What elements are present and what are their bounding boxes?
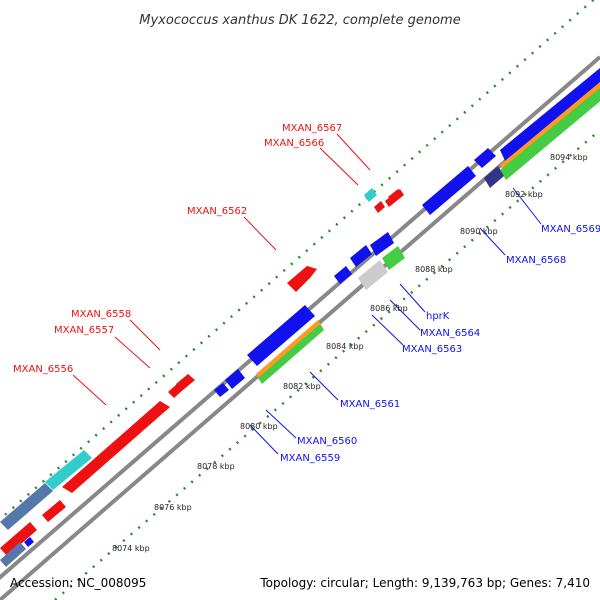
gene-mxan-6562[interactable] bbox=[287, 266, 317, 292]
gene-mxan-6564-b[interactable] bbox=[350, 245, 372, 267]
gene-mxan-6561[interactable] bbox=[247, 305, 315, 366]
gene-red-left-3[interactable] bbox=[42, 500, 66, 522]
scale-label: 8094 kbp bbox=[550, 153, 588, 162]
gene-blue-dot[interactable] bbox=[24, 537, 34, 547]
reverse-leaders bbox=[249, 187, 542, 455]
gene-label-mxan-6556[interactable]: MXAN_6556 bbox=[13, 364, 73, 375]
forward-gene-labels: MXAN_6567 MXAN_6566 MXAN_6562 MXAN_6558 … bbox=[13, 123, 342, 375]
reverse-genes bbox=[214, 68, 600, 397]
gene-label-mxan-6561[interactable]: MXAN_6561 bbox=[340, 399, 400, 410]
scale-label: 8080 kbp bbox=[240, 422, 278, 431]
gene-label-mxan-6566[interactable]: MXAN_6566 bbox=[264, 138, 324, 149]
gene-mxan-6563[interactable] bbox=[334, 266, 352, 284]
gene-label-mxan-6558[interactable]: MXAN_6558 bbox=[71, 309, 131, 320]
gene-mxan-6564[interactable] bbox=[370, 232, 394, 256]
gene-mxan-6569[interactable] bbox=[500, 68, 600, 163]
gene-mxan-6563-green[interactable] bbox=[382, 246, 405, 270]
gene-label-mxan-6564[interactable]: MXAN_6564 bbox=[420, 328, 480, 339]
gene-mxan-6568-b[interactable] bbox=[484, 166, 504, 188]
gene-mxan-6559[interactable] bbox=[214, 383, 229, 397]
scale-label: 8084 kbp bbox=[326, 342, 364, 351]
reverse-tick-track bbox=[54, 129, 600, 600]
gene-purple-left[interactable] bbox=[0, 483, 53, 530]
scale-label: 8090 kbp bbox=[460, 227, 498, 236]
gene-red-left-2[interactable] bbox=[0, 522, 37, 556]
scale-label: 8086 kbp bbox=[370, 304, 408, 313]
forward-leaders bbox=[72, 133, 371, 406]
gene-label-mxan-6568[interactable]: MXAN_6568 bbox=[506, 255, 566, 266]
gene-label-hprk[interactable]: hprK bbox=[426, 311, 450, 322]
gene-mxan-6558[interactable] bbox=[168, 383, 184, 398]
gene-mxan-6569-stripe2[interactable] bbox=[500, 88, 600, 180]
gene-mxan-6568[interactable] bbox=[474, 148, 496, 168]
scale-label: 8076 kbp bbox=[154, 503, 192, 512]
scale-labels: 8074 kbp 8076 kbp 8078 kbp 8080 kbp 8082… bbox=[112, 153, 588, 553]
gene-label-mxan-6562[interactable]: MXAN_6562 bbox=[187, 206, 247, 217]
scale-label: 8078 kbp bbox=[197, 462, 235, 471]
scale-label: 8082 kbp bbox=[283, 382, 321, 391]
gene-mxan-6561-stripe2[interactable] bbox=[258, 324, 324, 384]
forward-genes bbox=[0, 188, 404, 567]
gene-mxan-6560[interactable] bbox=[225, 369, 245, 389]
gene-mxan-6556[interactable] bbox=[62, 401, 170, 493]
gene-purple-left-2[interactable] bbox=[0, 542, 26, 567]
scale-label: 8088 kbp bbox=[415, 265, 453, 274]
map-title: Myxococcus xanthus DK 1622, complete gen… bbox=[139, 13, 460, 28]
gene-label-mxan-6557[interactable]: MXAN_6557 bbox=[54, 325, 114, 336]
reverse-gene-labels: MXAN_6569 MXAN_6568 hprK MXAN_6564 MXAN_… bbox=[280, 224, 600, 464]
gene-mxan-6566-cyan[interactable] bbox=[364, 188, 377, 202]
gene-mxan-6567b[interactable] bbox=[385, 189, 404, 207]
gene-cyan-left[interactable] bbox=[45, 450, 92, 490]
gene-label-mxan-6563[interactable]: MXAN_6563 bbox=[402, 344, 462, 355]
gene-label-mxan-6559[interactable]: MXAN_6559 bbox=[280, 453, 340, 464]
gene-label-mxan-6560[interactable]: MXAN_6560 bbox=[297, 436, 357, 447]
accession-text: Accession: NC_008095 bbox=[10, 576, 146, 590]
gene-label-mxan-6567[interactable]: MXAN_6567 bbox=[282, 123, 342, 134]
genome-summary-text: Topology: circular; Length: 9,139,763 bp… bbox=[259, 576, 590, 590]
gene-label-mxan-6569[interactable]: MXAN_6569 bbox=[541, 224, 600, 235]
gene-mxan-6566[interactable] bbox=[374, 201, 385, 213]
gene-hprk[interactable] bbox=[422, 166, 476, 215]
scale-label: 8092 kbp bbox=[505, 190, 543, 199]
gene-mxan-6563-grey[interactable] bbox=[358, 260, 388, 290]
scale-label: 8074 kbp bbox=[112, 544, 150, 553]
